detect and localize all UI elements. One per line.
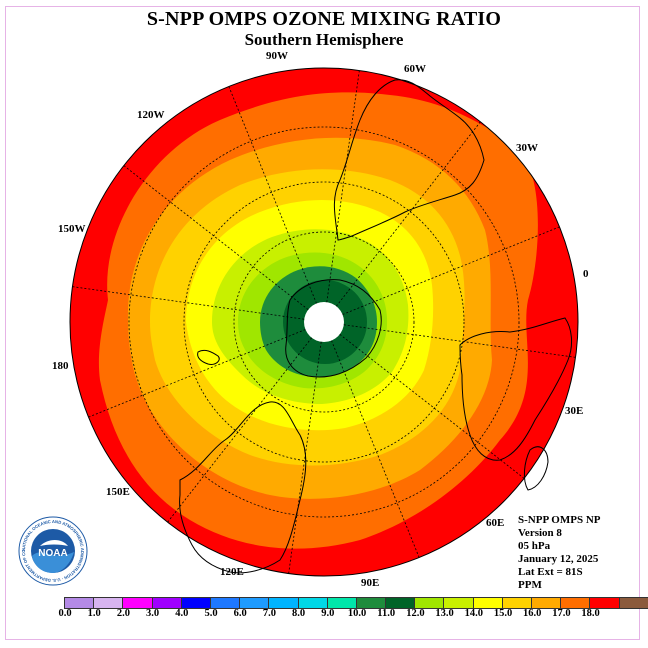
- graticule: [72, 70, 576, 574]
- ozone-field: [70, 68, 578, 576]
- color-scale-tick-label: 14.0: [464, 608, 483, 619]
- color-scale-tick-label: 0.0: [58, 608, 72, 619]
- color-scale-tick-label: 7.0: [262, 608, 276, 619]
- lon-label-0: 0: [583, 268, 589, 280]
- coastlines: [179, 79, 573, 574]
- madagascar-coast: [523, 446, 549, 491]
- color-scale-cell: [210, 598, 241, 608]
- latitude-circle-3: [128, 126, 520, 518]
- meridian-line: [339, 333, 525, 479]
- info-date: January 12, 2025: [518, 553, 599, 565]
- meridians: [72, 70, 576, 574]
- color-scale-cell: [65, 598, 95, 608]
- color-scale-tick-label: 18.0: [581, 608, 600, 619]
- color-scale-cell: [269, 598, 299, 608]
- polar-gap: [304, 302, 344, 342]
- color-scale-cell: [532, 598, 562, 608]
- info-pressure: 05 hPa: [518, 540, 551, 552]
- info-lat-ext: Lat Ext = 81S: [518, 566, 583, 578]
- latitude-circle-2: [183, 181, 465, 463]
- color-scale-tick-label: 15.0: [493, 608, 513, 619]
- lon-label-90e: 90E: [361, 577, 380, 589]
- lon-label-60w: 60W: [404, 63, 426, 75]
- australia-coast: [179, 401, 307, 574]
- lon-label-30e: 30E: [565, 405, 584, 417]
- color-scale-cell: [298, 598, 328, 608]
- color-scale-cell: [561, 598, 591, 608]
- color-scale-cell: [181, 598, 211, 608]
- color-scale-cell: [415, 598, 445, 608]
- color-scale-tick-label: 12.0: [406, 608, 425, 619]
- meridian-line: [288, 341, 322, 574]
- noaa-logo: NATIONAL OCEANIC AND ATMOSPHERIC ADMINIS…: [18, 516, 88, 586]
- lon-label-150e: 150E: [106, 486, 130, 498]
- color-scale-ticks: 0.0 1.0 2.0 3.0 4.0 5.0 6.0 7.0 8.0 9.0 10.0 11.0 12…: [0, 608, 648, 622]
- color-scale-tick-label: 11.0: [377, 608, 396, 619]
- new-zealand-coast: [197, 349, 220, 365]
- latitude-circle-1: [233, 231, 415, 413]
- color-scale-cell: [619, 598, 648, 608]
- color-scale-cell: [152, 598, 182, 608]
- color-scale-tick-label: 6.0: [233, 608, 247, 619]
- meridian-line: [326, 70, 360, 303]
- color-scale-tick-label: 5.0: [204, 608, 218, 619]
- color-scale-cell: [386, 598, 416, 608]
- lon-label-150w: 150W: [58, 223, 86, 235]
- lon-label-180: 180: [52, 360, 69, 372]
- map-title: S-NPP OMPS OZONE MIXING RATIO: [146, 8, 502, 30]
- color-scale-cell: [356, 598, 387, 608]
- color-scale-tick-label: 4.0: [175, 608, 189, 619]
- lon-label-30w: 30W: [516, 142, 538, 154]
- meridian-line: [228, 86, 317, 304]
- color-scale-cell: [327, 598, 357, 608]
- color-scale-tick-label: 3.0: [146, 608, 160, 619]
- color-scale-tick-label: 2.0: [116, 608, 130, 619]
- color-scale-tick-label: 16.0: [523, 608, 542, 619]
- meridian-line: [167, 337, 313, 523]
- lon-label-120w: 120W: [137, 109, 165, 121]
- color-scale-tick-label: 9.0: [321, 608, 335, 619]
- meridian-line: [342, 226, 560, 315]
- lon-label-90w: 90W: [266, 50, 288, 62]
- color-scale-cell: [240, 598, 270, 608]
- color-scale-cell: [123, 598, 153, 608]
- meridian-line: [88, 329, 306, 418]
- south-america-coast: [333, 79, 485, 241]
- lon-label-120e: 120E: [220, 566, 244, 578]
- plot-frame: [5, 6, 640, 640]
- color-scale-cell: [94, 598, 124, 608]
- color-scale-tick-label: 1.0: [87, 608, 101, 619]
- color-scale-cell: [473, 598, 503, 608]
- meridian-line: [331, 340, 420, 558]
- lon-label-60e: 60E: [486, 517, 505, 529]
- color-scale-cell: [502, 598, 532, 608]
- map-boundary: [69, 67, 579, 577]
- map-subtitle: Southern Hemisphere: [244, 30, 404, 49]
- color-scale-cell: [444, 598, 474, 608]
- info-instrument: S-NPP OMPS NP: [518, 514, 601, 526]
- color-scale-tick-label: 13.0: [435, 608, 454, 619]
- meridian-line: [335, 121, 481, 307]
- meridian-line: [123, 165, 309, 311]
- antarctica-coast: [285, 279, 382, 378]
- info-block: S-NPP OMPS NP Version 8 05 hPa January 1…: [518, 514, 601, 592]
- color-scale-tick-label: 17.0: [552, 608, 571, 619]
- noaa-logo-text: NOAA: [38, 548, 67, 559]
- africa-coast: [459, 317, 573, 461]
- meridian-line: [72, 286, 305, 320]
- meridian-line: [343, 324, 576, 358]
- color-scale-cell: [590, 598, 620, 608]
- info-units: PPM: [518, 579, 542, 591]
- color-scale-bar: [64, 597, 648, 609]
- color-scale-tick-label: 8.0: [292, 608, 306, 619]
- color-scale-tick-label: 10.0: [347, 608, 367, 619]
- info-version: Version 8: [518, 527, 562, 539]
